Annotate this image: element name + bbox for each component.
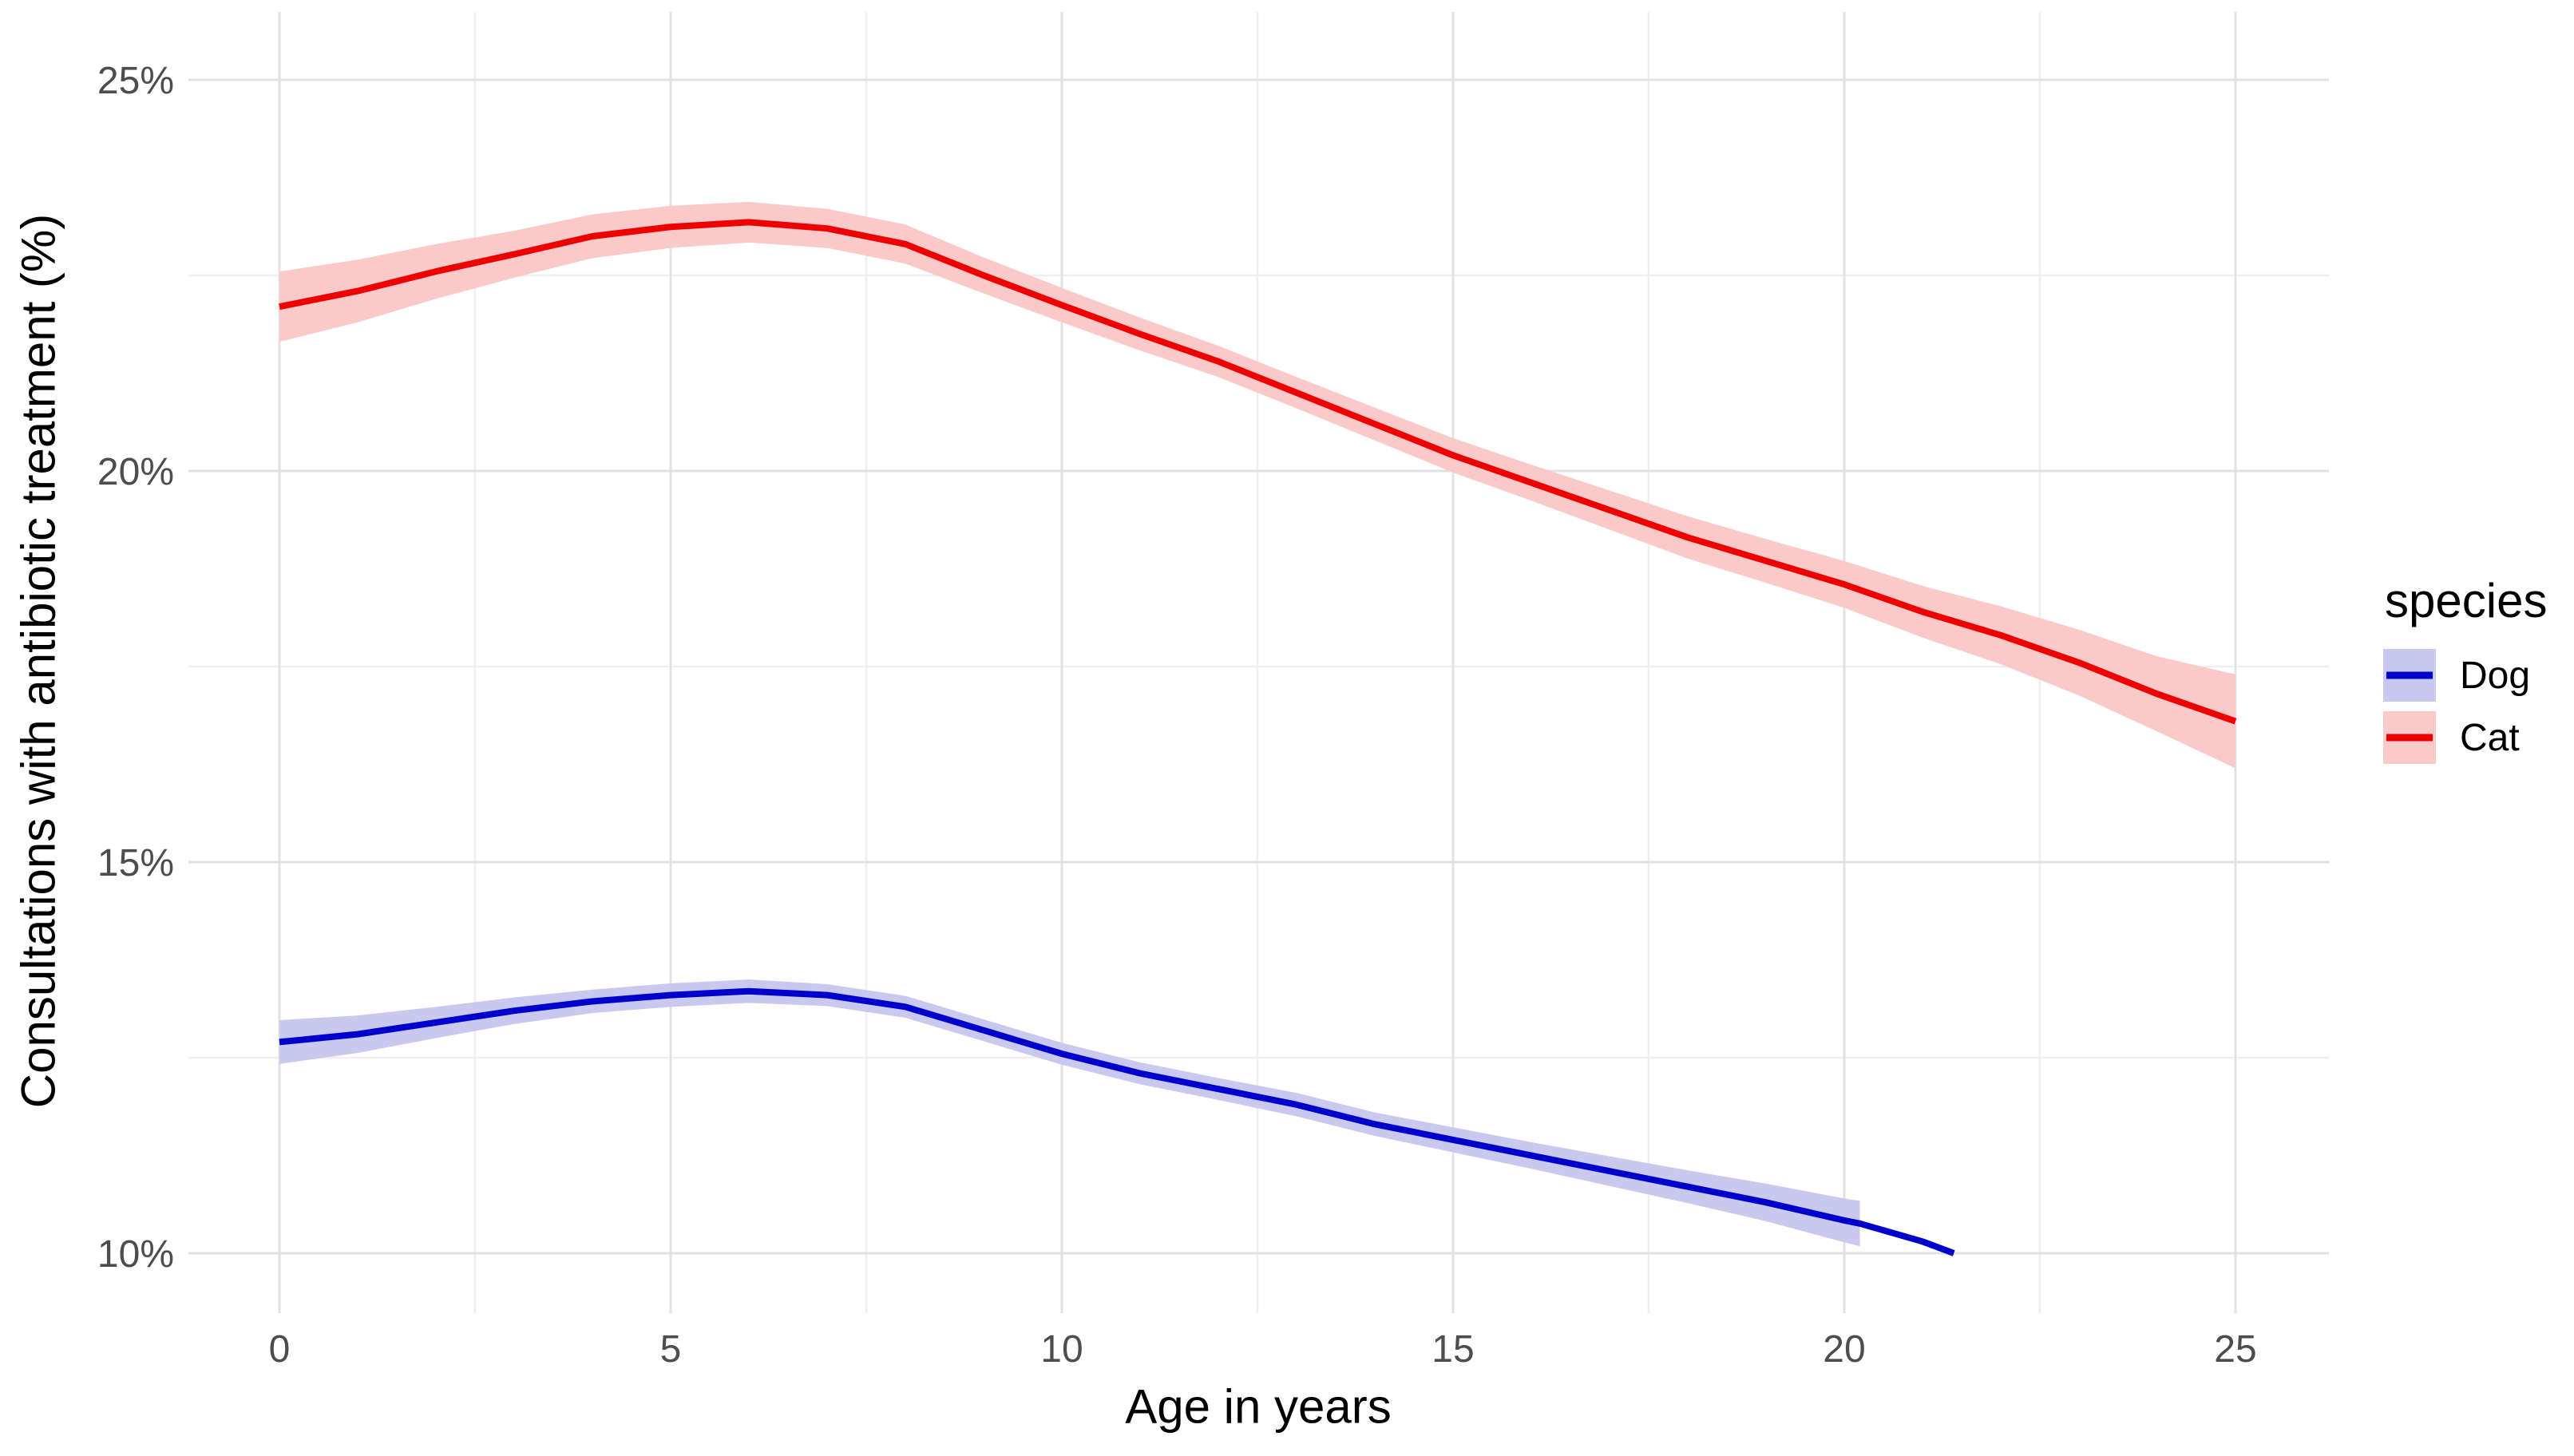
dog-confidence-ribbon [279,979,1860,1247]
legend-item-dog: Dog [2383,649,2547,702]
x-tick-label-10: 10 [1040,1328,1083,1371]
y-tick-label-15: 15% [97,842,174,884]
cat-key-swatch [2383,711,2436,764]
legend-item-cat: Cat [2383,711,2547,764]
x-tick-label-20: 20 [1823,1328,1865,1371]
y-tick-label-10: 10% [97,1233,174,1276]
x-tick-label-0: 0 [269,1328,291,1371]
legend-title: species [2385,574,2548,627]
cat-smoothed-line [279,219,2237,725]
legend-label-dog: Dog [2460,654,2531,697]
cat-confidence-ribbon [279,201,2235,769]
y-axis-title: Consultations with antibiotic treatment … [11,213,65,1109]
dog-key-line [2386,671,2433,679]
y-tick-label-25: 25% [97,60,174,102]
x-axis-title: Age in years [1125,1379,1392,1434]
dog-smoothed-line [279,987,1955,1256]
legend-label-cat: Cat [2460,716,2520,759]
x-tick-label-15: 15 [1432,1328,1474,1371]
y-tick-label-20: 20% [97,451,174,493]
x-tick-label-5: 5 [660,1328,682,1371]
dog-key-swatch [2383,649,2436,702]
cat-key-line [2386,734,2433,742]
x-tick-label-25: 25 [2214,1328,2256,1371]
legend: species Dog Cat [2383,573,2547,774]
